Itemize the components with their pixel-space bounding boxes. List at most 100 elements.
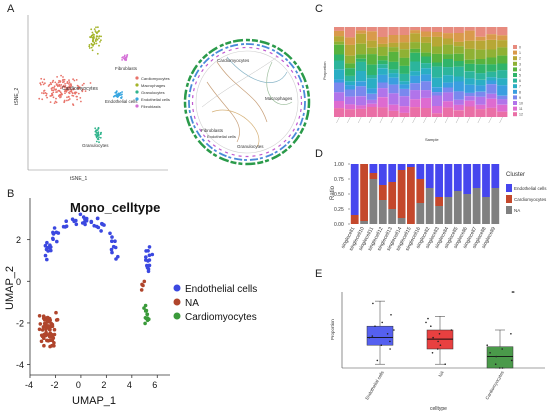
umap-point bbox=[43, 253, 48, 258]
panel-c-bar-segment bbox=[464, 63, 475, 72]
panel-c-bar-segment bbox=[334, 101, 345, 109]
panel-d-ytick-label: 0.00 bbox=[334, 222, 344, 228]
panel-c-tick bbox=[455, 116, 460, 124]
panel-label-c: C bbox=[315, 3, 323, 15]
tsne-point bbox=[96, 129, 99, 131]
umap-point bbox=[83, 222, 87, 227]
tsne-point bbox=[63, 78, 66, 81]
tsne-point bbox=[75, 91, 78, 94]
panel-c-bar-segment bbox=[442, 27, 454, 34]
panel-c-legend-key bbox=[513, 106, 517, 111]
panel-c-bar-segment bbox=[355, 108, 367, 117]
panel-d-bar-segment bbox=[472, 164, 481, 188]
panel-c-bar-segment bbox=[334, 30, 345, 37]
panel-c-ylabel: Proportion bbox=[322, 62, 327, 80]
umap-xlabel: UMAP_1 bbox=[72, 395, 116, 407]
umap-point bbox=[95, 216, 100, 221]
panel-e-point bbox=[437, 340, 439, 343]
panel-d-bar-segment bbox=[416, 203, 425, 224]
tsne-point bbox=[41, 81, 44, 84]
tsne-point bbox=[58, 84, 61, 87]
panel-d-bar-segment bbox=[491, 164, 500, 188]
panel-c-bar-segment bbox=[410, 30, 421, 34]
tsne-point bbox=[89, 36, 92, 39]
panel-c-bar-segment bbox=[410, 48, 421, 53]
tsne-point bbox=[126, 54, 129, 56]
panel-c-tick bbox=[477, 116, 481, 124]
panel-c-bar-segment bbox=[486, 27, 497, 35]
umap-point bbox=[45, 257, 49, 262]
panel-c-bar-segment bbox=[431, 92, 443, 96]
panel-c-bar-segment bbox=[453, 53, 464, 61]
panel-c-bar-segment bbox=[497, 40, 508, 48]
umap-point bbox=[72, 219, 76, 224]
panel-d-bar-segment bbox=[482, 164, 490, 197]
panel-d-bar-segment bbox=[369, 173, 378, 179]
panel-c-tick bbox=[499, 116, 503, 124]
panel-d-bar-segment bbox=[388, 209, 397, 224]
panel-d-bar-segment bbox=[397, 170, 406, 218]
panel-c-bar-segment bbox=[388, 42, 399, 48]
tsne-point bbox=[67, 95, 70, 98]
tsne-point bbox=[55, 84, 58, 86]
panel-e-point bbox=[498, 367, 501, 369]
umap-xtick-label: 6 bbox=[152, 380, 157, 390]
panel-c-bar-segment bbox=[399, 112, 410, 117]
tsne-legend-2: Granulocytes bbox=[141, 90, 165, 95]
panel-d-legend-key bbox=[506, 195, 512, 203]
panel-c-tick bbox=[379, 116, 384, 124]
umap-point bbox=[102, 223, 106, 227]
panel-c-legend-label: 6 bbox=[519, 79, 521, 83]
panel-c-bar-segment bbox=[431, 77, 443, 88]
umap-point bbox=[64, 219, 68, 223]
panel-c-tick bbox=[368, 116, 373, 124]
tsne-point bbox=[98, 44, 100, 47]
tsne-point bbox=[63, 80, 65, 83]
panel-c-bar-segment bbox=[453, 99, 464, 105]
panel-e-xtick-label: NA bbox=[437, 370, 444, 378]
umap-point bbox=[110, 250, 114, 255]
tsne-point bbox=[121, 93, 123, 96]
tsne-point bbox=[100, 35, 102, 38]
panel-e-point bbox=[389, 348, 391, 350]
tsne-point bbox=[88, 44, 91, 46]
panel-c-bar-segment bbox=[497, 104, 508, 112]
panel-c-bar-segment bbox=[475, 40, 486, 50]
tsne-point bbox=[71, 94, 74, 97]
circos-label-fibroblasts: Fibroblasts bbox=[201, 128, 224, 133]
panel-c-legend-key bbox=[513, 84, 517, 89]
panel-c-legend-key bbox=[513, 73, 517, 77]
panel-d-bar-segment bbox=[369, 164, 378, 173]
tsne-point bbox=[97, 138, 100, 141]
umap-ytick-label: -2 bbox=[16, 318, 24, 328]
panel-c-bar-segment bbox=[388, 84, 399, 94]
tsne-point bbox=[121, 59, 123, 61]
tsne-point bbox=[42, 83, 45, 86]
panel-c-bar-segment bbox=[334, 79, 345, 83]
tsne-point bbox=[99, 133, 102, 136]
umap-point bbox=[99, 229, 103, 233]
circos-label-macrophages: Macrophages bbox=[265, 96, 293, 101]
panel-d-ytick-label: 1.00 bbox=[334, 162, 344, 168]
tsne-point bbox=[62, 85, 65, 88]
tsne-point bbox=[45, 92, 48, 95]
umap-point bbox=[48, 246, 52, 250]
tsne-point bbox=[44, 82, 46, 85]
umap-point bbox=[84, 216, 89, 221]
panel-c-bar-segment bbox=[344, 109, 356, 117]
umap-point bbox=[50, 324, 55, 328]
tsne-point bbox=[88, 47, 91, 49]
panel-d-bar-segment bbox=[416, 179, 425, 203]
tsne-point bbox=[90, 28, 93, 31]
circos-outer-ring bbox=[183, 38, 311, 166]
panel-c-legend-key bbox=[513, 56, 517, 61]
panel-c-bar-segment bbox=[355, 27, 367, 31]
panel-c-bar-segment bbox=[344, 37, 356, 45]
panel-c-bars bbox=[334, 27, 508, 124]
tsne-point bbox=[68, 88, 70, 91]
panel-c-bar-segment bbox=[421, 81, 432, 91]
panel-c-legend-label: 5 bbox=[519, 74, 521, 78]
tsne-point bbox=[60, 96, 62, 98]
tsne-point bbox=[117, 95, 119, 98]
panel-e-point bbox=[393, 329, 395, 331]
